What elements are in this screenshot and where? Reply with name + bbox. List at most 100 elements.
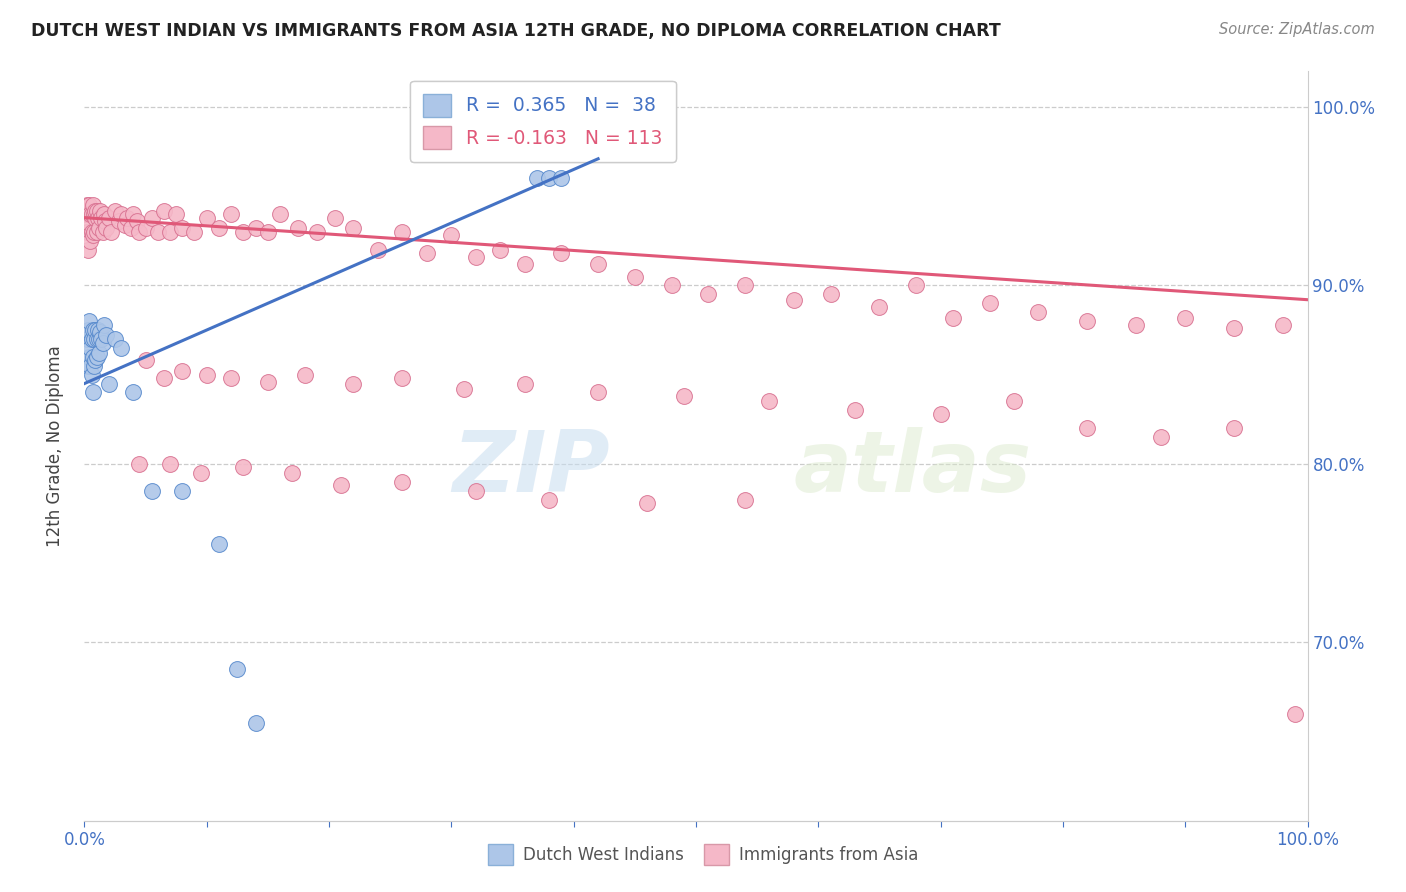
Point [82,198,104,212]
Point [942,310,965,325]
Point [83,207,105,221]
Point [245,715,267,730]
Point [80,225,103,239]
Point [1028,305,1050,319]
Point [83,225,105,239]
Point [905,278,928,293]
Point [96,221,118,235]
Point [146,225,169,239]
Point [172,364,194,378]
Point [195,211,218,225]
Point [586,257,609,271]
Point [287,221,309,235]
Point [110,341,132,355]
Point [232,225,254,239]
Point [79,341,101,355]
Point [115,211,138,225]
Point [208,221,231,235]
Point [91,225,114,239]
Point [86,225,108,239]
Point [82,350,104,364]
Point [93,207,115,221]
Point [125,214,148,228]
Point [83,332,105,346]
Point [84,203,107,218]
Point [929,407,952,421]
Point [153,371,176,385]
Point [697,287,720,301]
Point [1125,318,1147,332]
Point [128,457,150,471]
Point [77,323,100,337]
Point [80,368,103,382]
Point [153,203,176,218]
Point [87,346,110,360]
Point [79,207,101,221]
Point [844,403,866,417]
Point [110,207,132,221]
Point [330,478,353,492]
Point [367,243,389,257]
Point [820,287,842,301]
Point [1223,321,1246,335]
Y-axis label: 12th Grade, No Diploma: 12th Grade, No Diploma [45,345,63,547]
Point [76,225,98,239]
Point [257,375,280,389]
Point [245,221,267,235]
Point [734,278,756,293]
Point [122,207,145,221]
Point [979,296,1001,310]
Point [122,385,145,400]
Point [135,353,157,368]
Point [1076,314,1098,328]
Point [342,376,364,391]
Point [128,225,150,239]
Point [141,483,163,498]
Point [97,211,120,225]
Point [489,243,512,257]
Point [87,211,110,225]
Point [208,537,231,551]
Point [97,376,120,391]
Point [183,225,205,239]
Point [86,332,108,346]
Point [84,323,107,337]
Point [440,228,463,243]
Point [257,225,280,239]
Point [76,198,98,212]
Point [342,221,364,235]
Point [87,221,110,235]
Point [77,207,100,221]
Point [141,211,163,225]
Point [96,328,118,343]
Legend: R =  0.365   N =  38, R = -0.163   N = 113: R = 0.365 N = 38, R = -0.163 N = 113 [411,81,676,162]
Point [114,218,136,232]
Point [90,211,112,225]
Point [77,198,100,212]
Point [661,278,683,293]
Point [226,662,249,676]
Point [77,350,100,364]
Point [294,368,316,382]
Point [86,203,108,218]
Point [869,300,891,314]
Point [1284,706,1306,721]
Point [550,246,572,260]
Point [172,483,194,498]
Point [77,359,100,373]
Point [1174,310,1197,325]
Point [159,457,181,471]
Point [82,323,104,337]
Point [82,385,104,400]
Point [783,293,806,307]
Legend: Dutch West Indians, Immigrants from Asia: Dutch West Indians, Immigrants from Asia [478,834,928,875]
Point [538,171,561,186]
Point [75,207,97,221]
Point [82,228,104,243]
Point [526,171,548,186]
Point [76,332,98,346]
Point [77,216,100,230]
Point [104,332,127,346]
Point [281,466,304,480]
Point [100,225,122,239]
